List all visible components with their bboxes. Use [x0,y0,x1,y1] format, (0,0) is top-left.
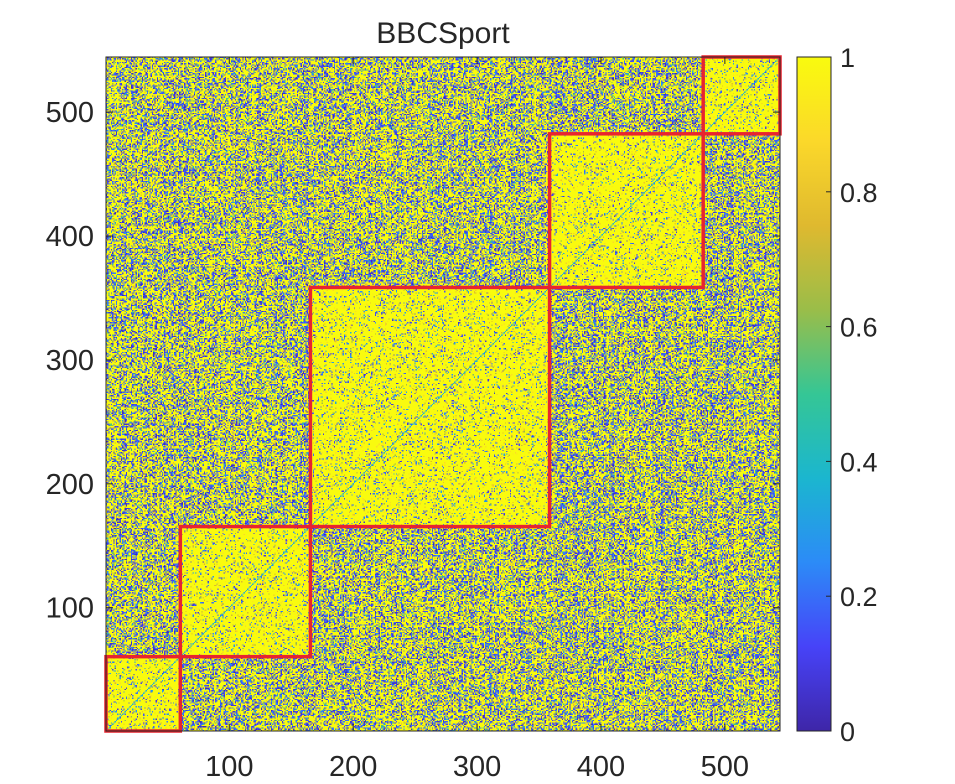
colorbar-tick-label: 0.8 [840,178,878,208]
heatmap-plot-area [104,55,782,733]
colorbar-tick-label: 0.6 [840,313,878,343]
colorbar-tick-label: 0 [840,717,855,747]
x-tick-label: 500 [701,751,749,783]
y-tick-label: 300 [46,345,94,377]
plot-frame [105,56,781,732]
y-axis: 100 200 300 400 500 [46,97,780,625]
x-axis: 100 200 300 400 500 [205,57,749,783]
x-tick-label: 300 [453,751,501,783]
y-tick-label: 500 [46,97,94,129]
y-tick-label: 200 [46,469,94,501]
heatmap-image [106,57,780,731]
cluster-box-2 [178,524,313,659]
colorbar-ticks: 0 0.2 0.4 0.6 0.8 1 [826,43,878,747]
x-tick-label: 200 [329,751,377,783]
colorbar-tick-label: 0.2 [840,582,878,612]
y-tick-label: 100 [46,593,94,625]
cluster-box-4 [547,132,705,290]
x-tick-label: 400 [577,751,625,783]
colorbar-frame [796,56,832,732]
colorbar-tick-label: 1 [840,43,855,73]
cluster-box-3 [308,285,552,529]
colorbar-tick-label: 0.4 [840,447,878,477]
colorbar-gradient [797,57,831,731]
chart-title: BBCSport [376,17,510,50]
x-tick-label: 100 [205,751,253,783]
y-tick-label: 400 [46,221,94,253]
colorbar: 0 0.2 0.4 0.6 0.8 1 [796,43,878,747]
